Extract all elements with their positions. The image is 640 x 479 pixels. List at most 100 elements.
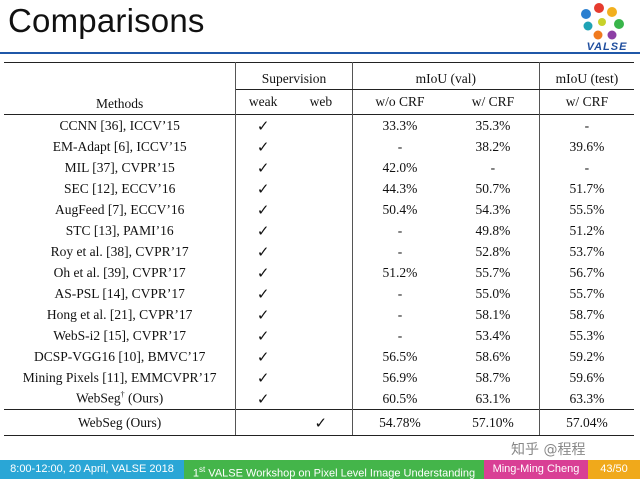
weak-check: ✓ [256, 284, 270, 303]
web-cell [289, 346, 353, 367]
test-cell: 63.3% [569, 390, 605, 406]
wo-crf-cell: - [397, 243, 403, 259]
table-row: Hong et al. [21], CVPR’17 ✓ - 58.1% 58.7… [4, 304, 634, 325]
w-crf-cell: 58.1% [447, 304, 540, 325]
header-miou-val: mIoU (val) [352, 62, 540, 90]
weak-check: ✓ [256, 389, 270, 408]
wo-crf-cell: - [397, 285, 403, 301]
w-crf-cell: 52.8% [447, 241, 540, 262]
weak-check: ✓ [256, 263, 270, 282]
web-cell [289, 262, 353, 283]
test-cell: 55.5% [569, 201, 605, 217]
table-row: Oh et al. [39], CVPR’17 ✓ 51.2% 55.7% 56… [4, 262, 634, 283]
wo-crf-cell: 44.3% [382, 180, 418, 196]
table-row: WebS-i2 [15], CVPR’17 ✓ - 53.4% 55.3% [4, 325, 634, 346]
w-crf-cell: 38.2% [447, 136, 540, 157]
footer-page-number: 43/50 [588, 460, 640, 479]
header-miou-test: mIoU (test) [539, 62, 634, 90]
table-row-ours-weak: WebSeg† (Ours) ✓ 60.5% 63.1% 63.3% [4, 388, 634, 410]
weak-check: ✓ [256, 305, 270, 324]
wo-crf-cell: - [397, 138, 403, 154]
header-weak: weak [248, 94, 278, 109]
wo-crf-cell: - [397, 306, 403, 322]
wo-crf-cell: 56.9% [382, 369, 418, 385]
table-row-ours-web: WebSeg (Ours) ✓ 54.78% 57.10% 57.04% [4, 409, 634, 436]
logo-wordmark: VALSE [586, 41, 628, 53]
weak-check: ✓ [235, 114, 290, 136]
weak-cell [235, 409, 290, 436]
web-cell [289, 199, 353, 220]
title-divider [0, 52, 640, 54]
wo-crf-cell: - [397, 222, 403, 238]
table-row: STC [13], PAMI’16 ✓ - 49.8% 51.2% [4, 220, 634, 241]
test-cell: 56.7% [569, 264, 605, 280]
test-cell: 59.2% [569, 348, 605, 364]
valse-logo-icon [581, 3, 624, 40]
method-cell: WebSeg (Ours) [4, 409, 237, 436]
web-cell [289, 136, 353, 157]
table-row: EM-Adapt [6], ICCV’15 ✓ - 38.2% 39.6% [4, 136, 634, 157]
weak-check: ✓ [256, 368, 270, 387]
method-cell: Mining Pixels [11], EMMCVPR’17 [4, 367, 237, 388]
table-row: AS-PSL [14], CVPR’17 ✓ - 55.0% 55.7% [4, 283, 634, 304]
weak-check: ✓ [256, 158, 270, 177]
web-cell [289, 367, 353, 388]
w-crf-cell: 57.10% [447, 409, 540, 436]
web-cell [289, 241, 353, 262]
table-row: MIL [37], CVPR’15 ✓ 42.0% - - [4, 157, 634, 178]
method-cell: SEC [12], ECCV’16 [4, 178, 237, 199]
table-row: CCNN [36], ICCV’15 ✓ 33.3% 35.3% - [4, 114, 634, 136]
test-cell: 51.2% [569, 222, 605, 238]
header-wo-crf: w/o CRF [375, 94, 425, 109]
method-suffix: (Ours) [124, 390, 164, 406]
test-cell: 57.04% [539, 409, 634, 436]
weak-check: ✓ [256, 242, 270, 261]
web-cell [289, 304, 353, 325]
w-crf-cell: 58.7% [447, 367, 540, 388]
wo-crf-cell: 54.78% [352, 409, 448, 436]
test-cell: 59.6% [569, 369, 605, 385]
method-cell: Hong et al. [21], CVPR’17 [4, 304, 237, 325]
weak-check: ✓ [256, 326, 270, 345]
test-cell: - [539, 114, 634, 136]
web-cell [289, 157, 353, 178]
test-cell: 55.3% [569, 327, 605, 343]
weak-check: ✓ [256, 221, 270, 240]
method-cell: CCNN [36], ICCV’15 [4, 114, 237, 136]
web-cell [289, 388, 353, 410]
method-cell: Oh et al. [39], CVPR’17 [4, 262, 237, 283]
weak-check: ✓ [256, 347, 270, 366]
w-crf-cell: 53.4% [447, 325, 540, 346]
wo-crf-cell: 60.5% [382, 390, 418, 406]
wo-crf-cell: 50.4% [382, 201, 418, 217]
slide-title: Comparisons [8, 2, 205, 39]
footer-event-num: 1 [192, 467, 200, 479]
header-web: web [289, 89, 353, 115]
header-w-crf-test: w/ CRF [565, 94, 609, 109]
footer-event-sup: st [199, 465, 206, 474]
w-crf-cell: 50.7% [447, 178, 540, 199]
table-row: DCSP-VGG16 [10], BMVC’17 ✓ 56.5% 58.6% 5… [4, 346, 634, 367]
method-cell: WebS-i2 [15], CVPR’17 [4, 325, 237, 346]
method-cell: AS-PSL [14], CVPR’17 [4, 283, 237, 304]
comparison-table: Methods Supervision mIoU (val) mIoU (tes… [4, 62, 634, 436]
footer-author: Ming-Ming Cheng [484, 460, 588, 479]
zhihu-watermark: 知乎 @程程 [511, 442, 586, 458]
weak-check: ✓ [256, 200, 270, 219]
w-crf-cell: 35.3% [447, 114, 540, 136]
header-supervision: Supervision [235, 62, 353, 90]
wo-crf-cell: 56.5% [382, 348, 418, 364]
w-crf-cell: 54.3% [447, 199, 540, 220]
table-row: AugFeed [7], ECCV’16 ✓ 50.4% 54.3% 55.5% [4, 199, 634, 220]
method-cell: WebSeg† (Ours) [4, 388, 237, 410]
wo-crf-cell: - [397, 327, 403, 343]
method-cell: DCSP-VGG16 [10], BMVC’17 [4, 346, 237, 367]
test-cell: - [584, 159, 590, 175]
dagger-mark: † [120, 390, 125, 400]
weak-check: ✓ [256, 137, 270, 156]
slide-footer: 8:00-12:00, 20 April, VALSE 2018 1st VAL… [0, 460, 640, 479]
wo-crf-cell: 42.0% [382, 159, 418, 175]
method-cell: MIL [37], CVPR’15 [4, 157, 237, 178]
method-cell: AugFeed [7], ECCV’16 [4, 199, 237, 220]
method-name: WebSeg [76, 390, 121, 406]
